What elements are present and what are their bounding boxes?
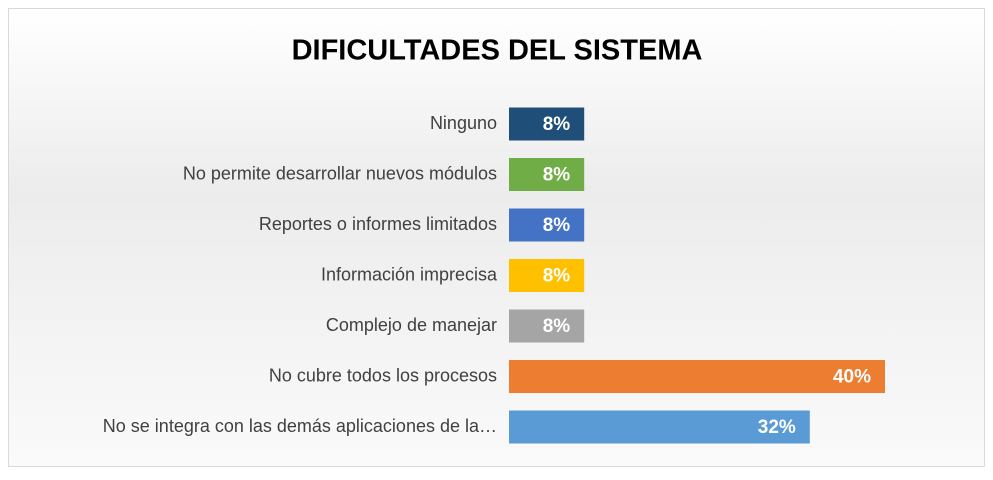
data-label: 40% xyxy=(833,367,871,388)
data-label: 8% xyxy=(543,165,571,186)
category-label: Ninguno xyxy=(430,113,497,133)
category-label: No permite desarrollar nuevos módulos xyxy=(183,163,497,183)
bar xyxy=(509,107,585,141)
data-label: 8% xyxy=(543,316,571,337)
bar xyxy=(509,309,585,343)
chart-title: DIFICULTADES DEL SISTEMA xyxy=(292,35,703,67)
data-label: 8% xyxy=(543,215,571,236)
category-label: Información imprecisa xyxy=(321,264,498,284)
category-label: Complejo de manejar xyxy=(326,315,497,335)
category-label: No cubre todos los procesos xyxy=(269,365,497,385)
data-label: 32% xyxy=(758,417,796,438)
bar xyxy=(509,259,585,292)
bar xyxy=(509,410,810,444)
data-label: 8% xyxy=(543,114,571,135)
data-label: 8% xyxy=(543,266,571,287)
chart-area xyxy=(8,8,985,467)
bar xyxy=(509,360,885,393)
bar xyxy=(509,158,585,191)
bar xyxy=(509,208,585,242)
category-label: Reportes o informes limitados xyxy=(259,214,497,234)
category-label: No se integra con las demás aplicaciones… xyxy=(103,416,497,436)
